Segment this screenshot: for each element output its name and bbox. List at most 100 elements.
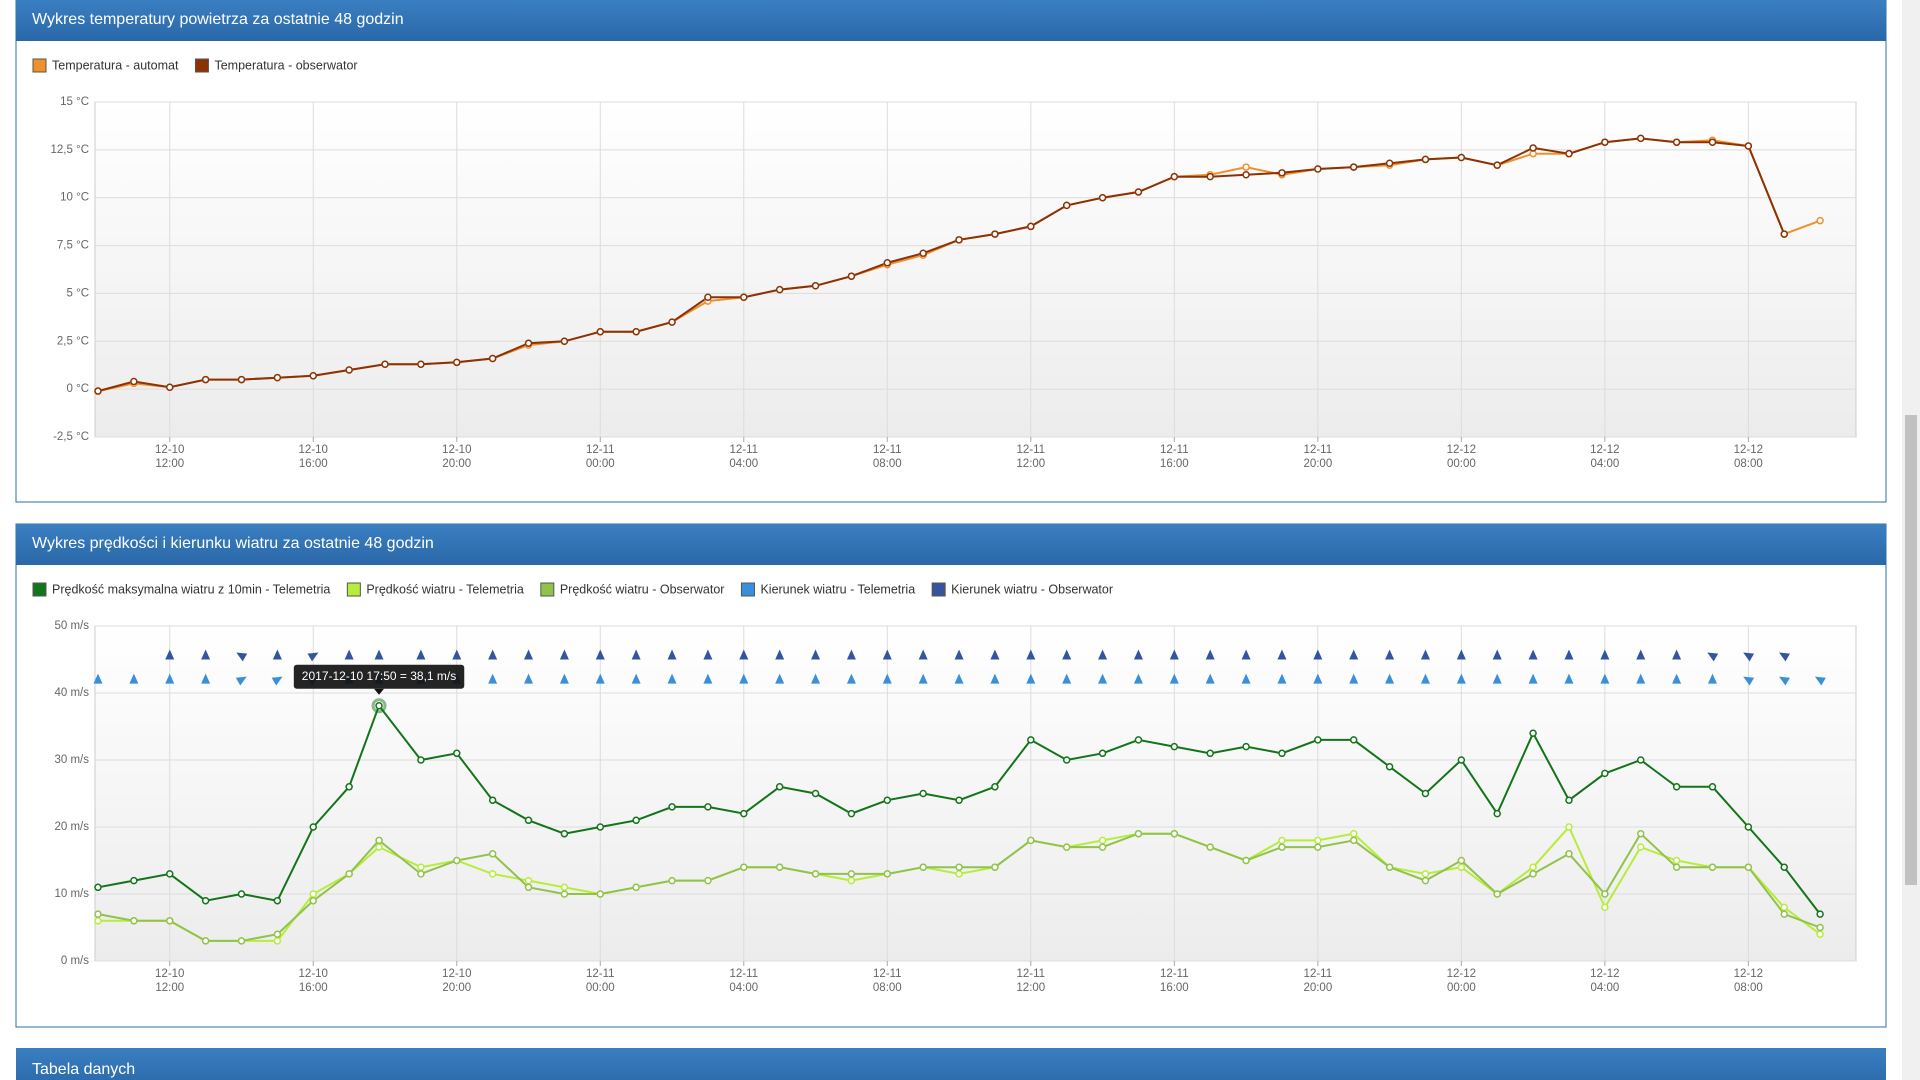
data-point (1780, 910, 1788, 918)
data-point (1493, 890, 1501, 898)
data-point (1385, 159, 1394, 168)
direction-arrow (201, 649, 211, 660)
data-point (1708, 783, 1717, 791)
data-point (847, 870, 856, 878)
data-point (1744, 863, 1753, 871)
data-point (1349, 836, 1358, 845)
x-tick-label: 12-11 04:00 (729, 968, 758, 994)
data-point (1565, 796, 1573, 804)
y-tick-label: 5 °C (67, 287, 90, 299)
data-point (375, 701, 383, 710)
data-point (596, 890, 605, 898)
direction-arrow (1636, 673, 1646, 684)
y-tick-label: 0 °C (67, 383, 90, 395)
x-tick-label: 12-12 04:00 (1590, 968, 1619, 994)
data-point (309, 896, 318, 905)
legend-label: Temperatura - obserwator (214, 58, 357, 72)
y-tick-label: 20 m/s (54, 821, 89, 833)
data-point (237, 375, 246, 384)
data-point (165, 383, 174, 391)
data-point (417, 863, 425, 871)
data-point (130, 377, 138, 386)
direction-arrow (990, 673, 1000, 684)
plot-area (94, 101, 1857, 438)
direction-arrow (236, 652, 248, 662)
data-point (1780, 863, 1788, 871)
direction-arrow (1205, 649, 1215, 660)
direction-arrow (488, 649, 498, 660)
data-point (1278, 749, 1286, 758)
data-point (1457, 756, 1466, 764)
direction-arrow (1743, 676, 1755, 686)
data-point (632, 883, 640, 892)
data-point (1134, 188, 1143, 196)
data-point (775, 783, 784, 791)
data-point (273, 896, 282, 905)
direction-arrow (524, 673, 534, 684)
direction-arrow (1420, 673, 1430, 684)
data-point (596, 327, 605, 336)
direction-arrow (1098, 649, 1108, 660)
data-point (237, 890, 246, 898)
data-point (883, 259, 892, 267)
direction-arrow (1814, 676, 1826, 686)
data-point (1816, 216, 1824, 225)
panel-title: Tabela danych (32, 1061, 135, 1078)
data-point (1493, 809, 1501, 818)
legend-swatch (346, 582, 361, 597)
data-point (1242, 742, 1250, 751)
y-tick-label: 0 m/s (61, 955, 89, 967)
chart-title: Wykres temperatury powietrza za ostatnie… (32, 11, 404, 28)
direction-arrow (1169, 673, 1179, 684)
direction-arrow (1707, 652, 1719, 662)
y-tick-label: 50 m/s (54, 620, 89, 632)
data-point (632, 327, 640, 336)
data-point (345, 870, 353, 878)
legend-swatch (194, 58, 209, 73)
panel-header (16, 1048, 1886, 1080)
x-tick-label: 12-11 04:00 (729, 444, 758, 470)
data-point (1816, 910, 1824, 918)
data-point (847, 876, 856, 885)
data-point (883, 870, 892, 878)
data-point (1278, 169, 1286, 177)
scrollbar-thumb[interactable] (1905, 415, 1917, 885)
data-point (524, 339, 533, 347)
data-point (740, 809, 748, 818)
direction-arrow (1313, 673, 1323, 684)
data-point (1098, 836, 1107, 845)
direction-arrow (631, 649, 641, 660)
direction-arrow (272, 649, 282, 660)
x-tick-label: 12-11 08:00 (873, 444, 902, 470)
direction-arrow (882, 673, 892, 684)
data-point (1601, 890, 1609, 898)
direction-arrow (1600, 649, 1610, 660)
data-point (524, 816, 533, 825)
direction-arrow (1277, 673, 1287, 684)
data-point (1206, 172, 1214, 181)
x-tick-label: 12-11 00:00 (586, 444, 615, 470)
direction-arrow (846, 673, 856, 684)
data-point (417, 360, 425, 369)
data-point (237, 937, 246, 945)
x-tick-label: 12-10 16:00 (299, 968, 328, 994)
direction-arrow (1098, 673, 1108, 684)
data-point (1816, 930, 1824, 938)
data-point (1744, 142, 1753, 150)
data-point (1170, 742, 1179, 751)
data-point (1027, 836, 1035, 845)
data-point (1601, 769, 1609, 778)
direction-arrow (1564, 649, 1574, 660)
data-point (453, 358, 461, 367)
data-point (1242, 170, 1250, 179)
data-point (1529, 729, 1537, 737)
data-point (201, 937, 210, 945)
legend-label: Prędkość wiatru - Obserwator (560, 582, 725, 596)
direction-arrow (1241, 649, 1251, 660)
direction-arrow (1169, 649, 1179, 660)
data-point (130, 917, 138, 925)
data-point (847, 809, 856, 818)
data-point (668, 803, 676, 811)
direction-arrow (846, 649, 856, 660)
